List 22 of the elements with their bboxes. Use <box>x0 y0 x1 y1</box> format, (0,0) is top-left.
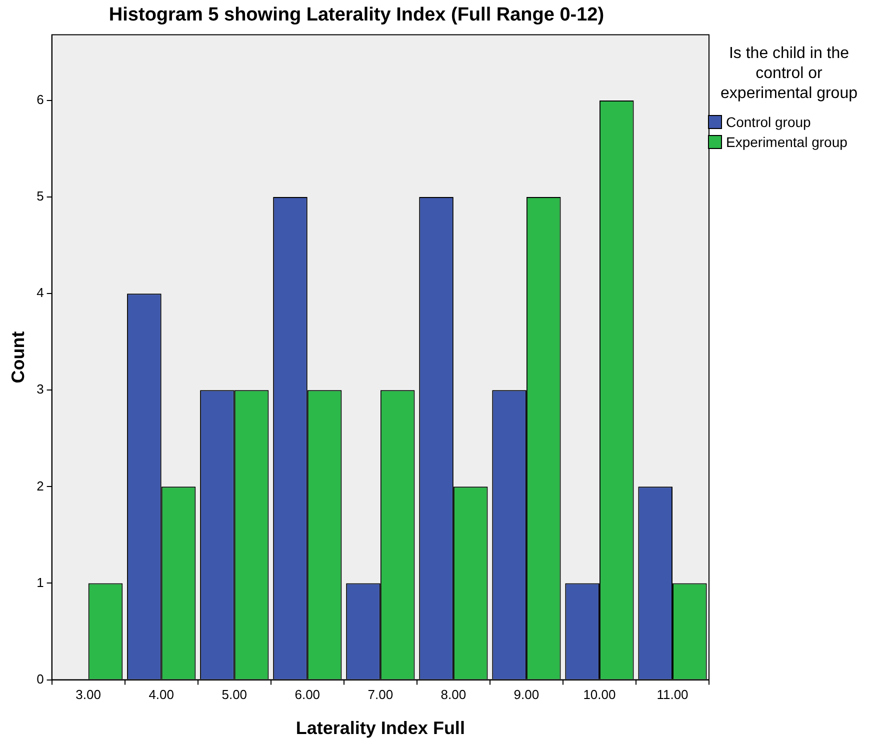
y-tick-label: 3 <box>36 382 44 397</box>
x-tick-label: 3.00 <box>76 687 101 702</box>
x-tick-label: 10.00 <box>583 687 616 702</box>
y-tick-label: 5 <box>36 188 44 204</box>
x-tick-label: 7.00 <box>368 687 394 702</box>
x-tick-label: 11.00 <box>656 687 688 702</box>
x-axis-title: Laterality Index Full <box>296 718 465 738</box>
x-tick-label: 4.00 <box>148 687 174 702</box>
x-tick-label: 5.00 <box>222 687 248 702</box>
legend-label: Experimental group <box>726 134 848 150</box>
y-tick-label: 6 <box>36 92 44 108</box>
legend-label: Control group <box>726 114 811 130</box>
x-tick-label: 9.00 <box>514 687 540 702</box>
y-tick-label: 2 <box>36 478 44 494</box>
y-tick-label: 4 <box>36 285 44 300</box>
y-tick-label: 1 <box>36 574 44 590</box>
x-tick-label: 6.00 <box>294 687 320 702</box>
chart-title: Histogram 5 showing Laterality Index (Full Range 0-12) <box>108 4 604 26</box>
y-axis-title: Count <box>8 331 28 384</box>
legend-title: Is the child in the control or experimental group <box>720 44 858 104</box>
x-tick-label: 8.00 <box>440 687 466 702</box>
y-tick-label: 0 <box>36 671 44 686</box>
